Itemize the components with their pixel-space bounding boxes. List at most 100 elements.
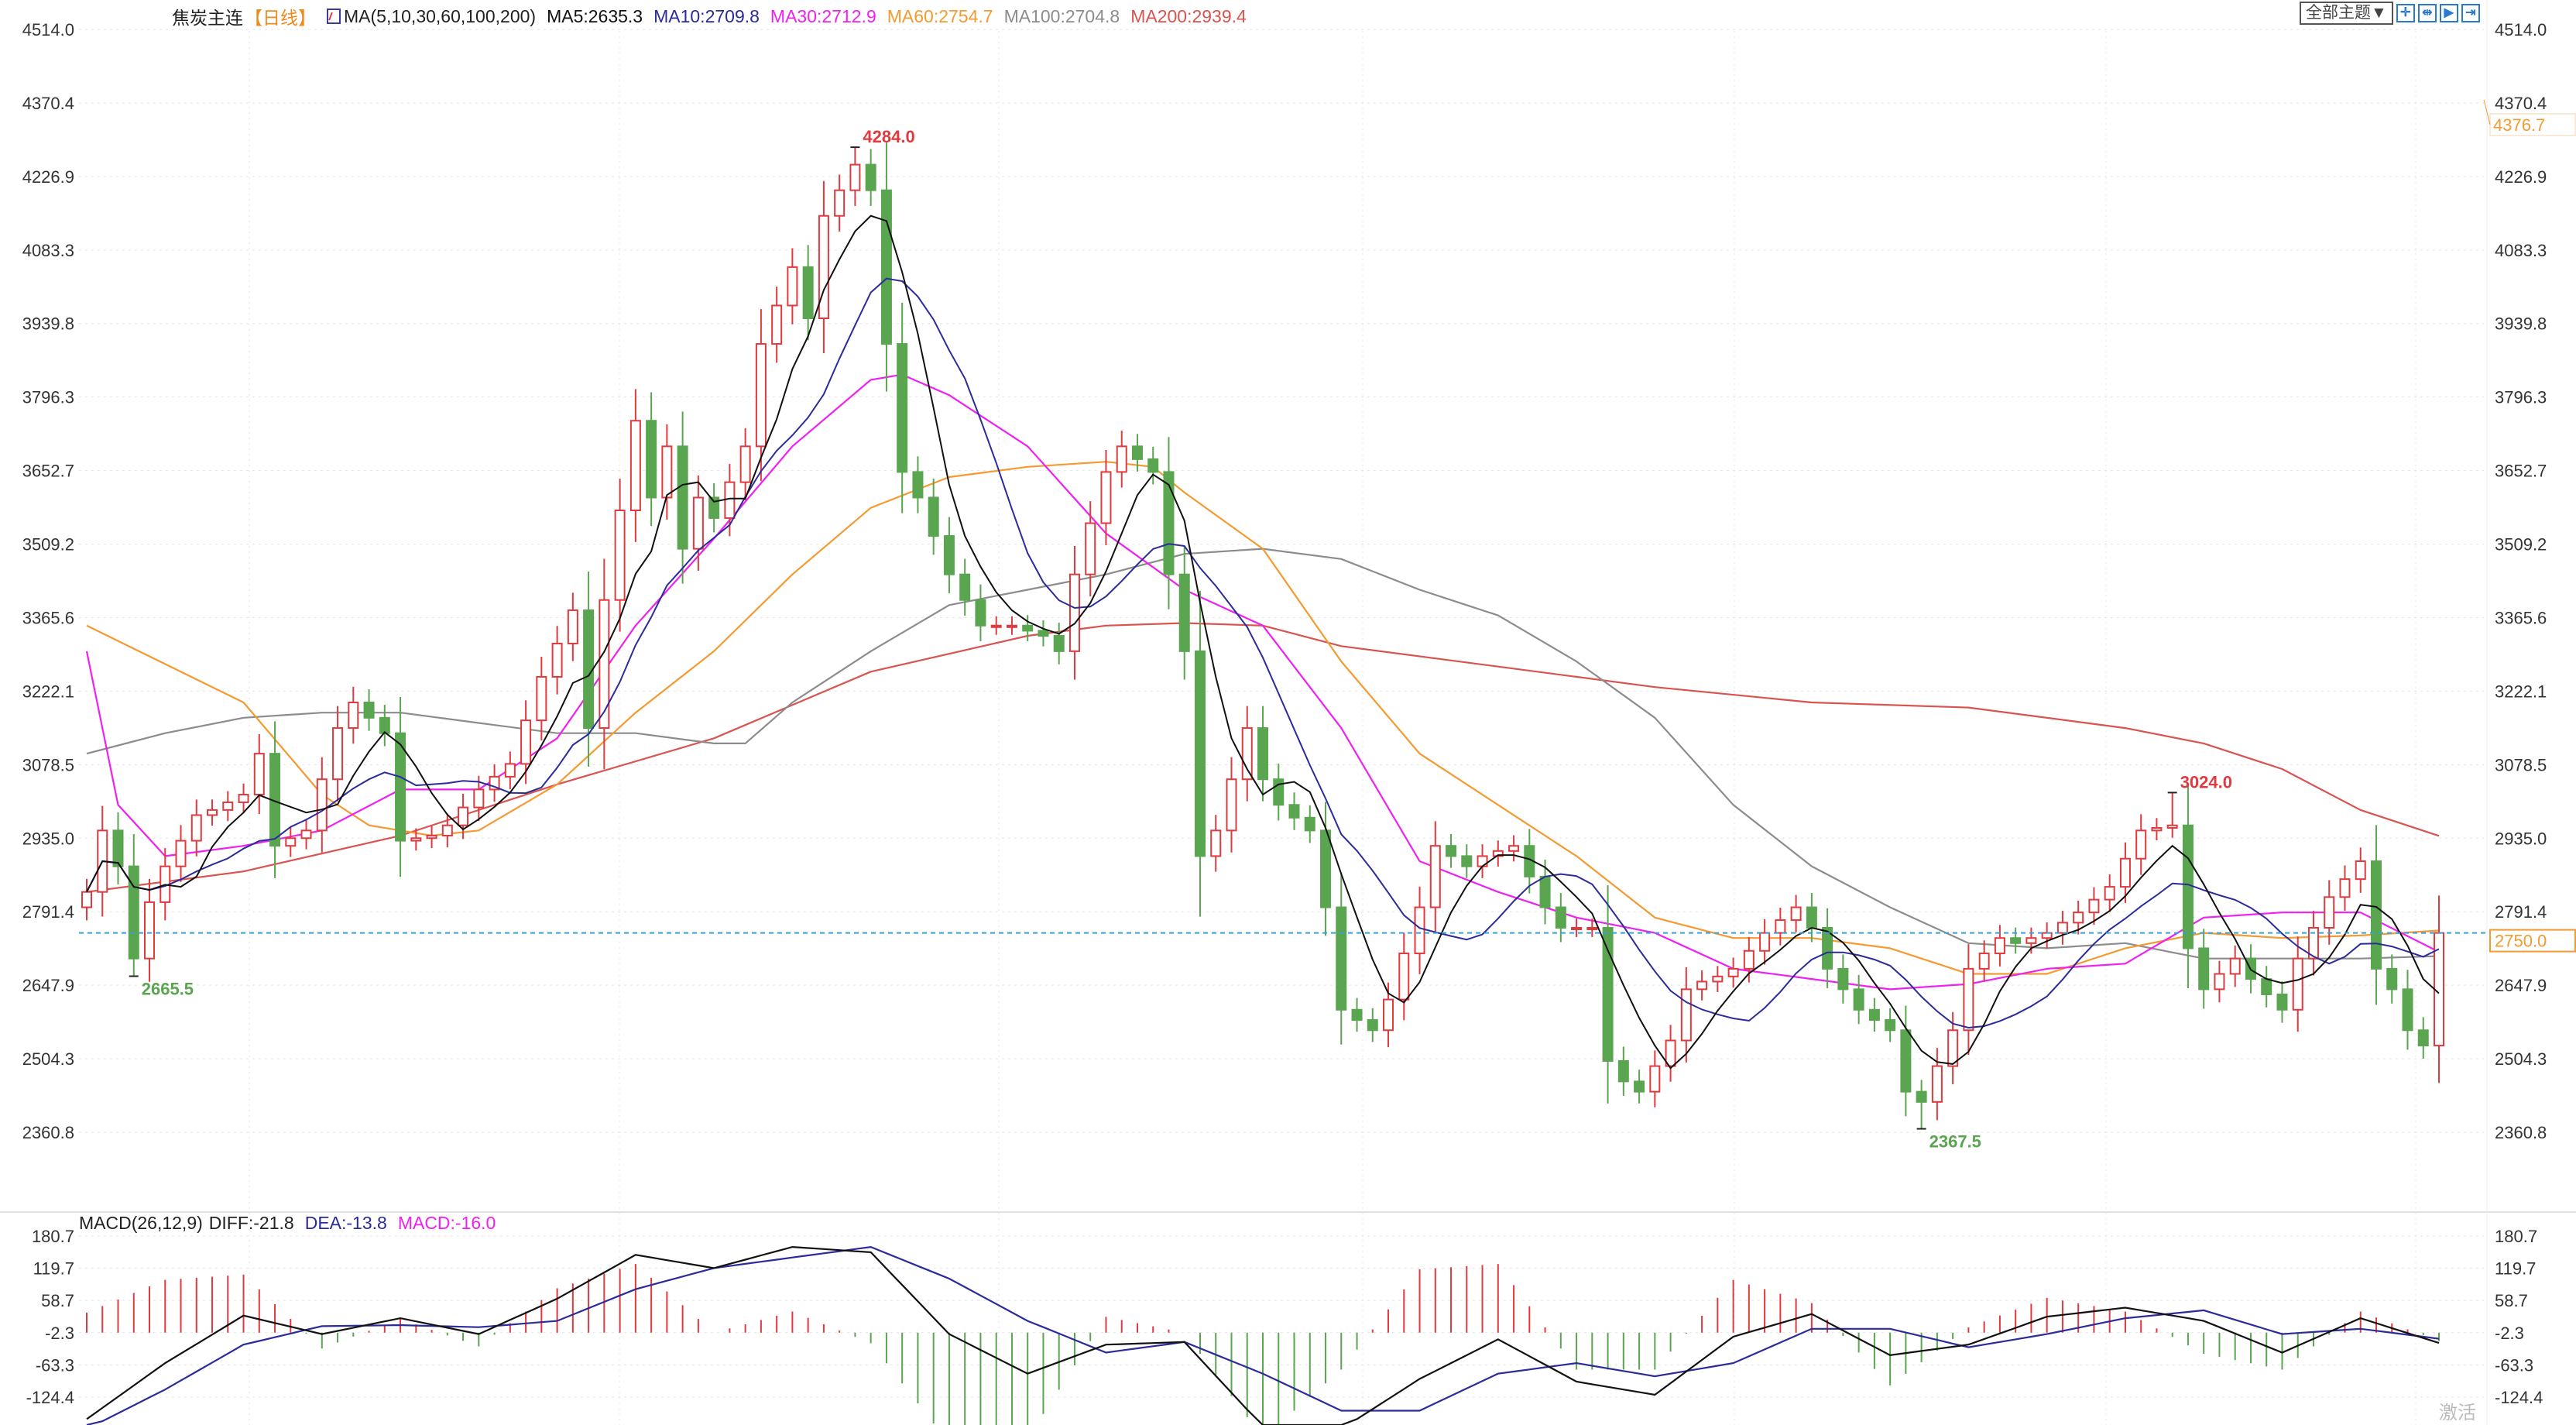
candle-down[interactable]	[1053, 635, 1065, 652]
candle-up[interactable]	[1571, 926, 1583, 930]
candle-down[interactable]	[1194, 650, 1206, 857]
candle-down[interactable]	[1446, 845, 1457, 857]
candle-down[interactable]	[2386, 967, 2398, 991]
candle-down[interactable]	[1837, 967, 1849, 991]
candle-up[interactable]	[1100, 471, 1112, 524]
candle-up[interactable]	[81, 891, 92, 908]
ma-indicator-icon[interactable]	[327, 9, 341, 24]
candle-up[interactable]	[1931, 1065, 1943, 1103]
candle-up[interactable]	[1210, 829, 1222, 857]
candle-up[interactable]	[1383, 998, 1394, 1032]
candle-up[interactable]	[692, 496, 704, 550]
candle-down[interactable]	[1822, 926, 1833, 970]
candle-up[interactable]	[614, 509, 626, 601]
candle-up[interactable]	[1226, 778, 1237, 832]
candle-up[interactable]	[1775, 919, 1786, 934]
candle-up[interactable]	[190, 814, 202, 842]
candle-down[interactable]	[865, 163, 876, 191]
candle-up[interactable]	[1665, 1039, 1676, 1067]
candle-down[interactable]	[1461, 855, 1473, 867]
candle-down[interactable]	[1336, 906, 1347, 1011]
candle-up[interactable]	[2307, 926, 2319, 960]
candle-down[interactable]	[646, 420, 657, 499]
candle-down[interactable]	[2370, 860, 2382, 970]
candle-up[interactable]	[1712, 975, 1724, 983]
candle-up[interactable]	[990, 624, 1002, 628]
candle-up[interactable]	[629, 420, 641, 511]
candle-up[interactable]	[1743, 949, 1754, 970]
candle-up[interactable]	[1398, 953, 1410, 1001]
candle-up[interactable]	[1006, 624, 1017, 628]
candle-up[interactable]	[144, 901, 156, 960]
candle-up[interactable]	[1241, 727, 1253, 781]
candle-up[interactable]	[1085, 522, 1096, 575]
candle-up[interactable]	[599, 599, 610, 730]
candle-up[interactable]	[1790, 906, 1802, 922]
candle-up[interactable]	[300, 829, 312, 840]
candle-down[interactable]	[1163, 471, 1175, 575]
candle-down[interactable]	[1320, 829, 1332, 908]
candle-up[interactable]	[2166, 824, 2178, 829]
candle-up[interactable]	[316, 778, 328, 832]
candle-up[interactable]	[207, 809, 218, 816]
candle-up[interactable]	[504, 763, 516, 778]
go-latest-icon[interactable]: ⇥	[2461, 4, 2480, 22]
candle-down[interactable]	[379, 716, 390, 734]
candle-down[interactable]	[928, 496, 939, 537]
candle-up[interactable]	[2025, 937, 2037, 944]
candle-up[interactable]	[348, 702, 359, 730]
candle-up[interactable]	[2073, 912, 2084, 924]
candle-up[interactable]	[536, 675, 547, 722]
candle-down[interactable]	[1885, 1019, 1896, 1032]
candle-up[interactable]	[1759, 932, 1771, 952]
candle-down[interactable]	[1022, 624, 1034, 632]
candle-up[interactable]	[1649, 1065, 1661, 1093]
candle-up[interactable]	[834, 189, 846, 217]
candle-up[interactable]	[2119, 857, 2131, 888]
candle-up[interactable]	[473, 788, 485, 809]
candle-down[interactable]	[395, 732, 406, 842]
candle-up[interactable]	[2088, 898, 2100, 914]
candle-up[interactable]	[458, 806, 469, 826]
candle-down[interactable]	[112, 829, 124, 867]
candle-up[interactable]	[253, 753, 265, 796]
candle-down[interactable]	[1178, 573, 1190, 652]
candle-down[interactable]	[1602, 926, 1614, 1062]
candle-up[interactable]	[724, 481, 736, 519]
candle-up[interactable]	[818, 215, 829, 319]
candle-up[interactable]	[441, 824, 453, 836]
candle-down[interactable]	[1257, 727, 1268, 781]
play-icon[interactable]: ▶	[2439, 4, 2458, 22]
candle-up[interactable]	[551, 642, 563, 678]
candle-up[interactable]	[849, 163, 861, 191]
candle-down[interactable]	[1038, 630, 1049, 637]
candle-up[interactable]	[1429, 845, 1441, 908]
candle-up[interactable]	[1994, 937, 2005, 955]
candle-down[interactable]	[1304, 816, 1315, 832]
candle-down[interactable]	[1868, 1008, 1880, 1022]
candle-down[interactable]	[2276, 993, 2288, 1011]
candle-up[interactable]	[1696, 980, 1708, 991]
candle-up[interactable]	[787, 266, 798, 307]
candle-down[interactable]	[959, 573, 971, 601]
zoom-range-icon[interactable]: ⇹	[2417, 4, 2437, 22]
candle-up[interactable]	[285, 837, 297, 847]
candle-up[interactable]	[1508, 845, 1520, 852]
candle-down[interactable]	[912, 471, 924, 499]
candle-up[interactable]	[739, 445, 751, 483]
candle-down[interactable]	[677, 445, 688, 550]
candle-down[interactable]	[1916, 1090, 1927, 1103]
candle-down[interactable]	[363, 702, 375, 719]
crosshair-icon[interactable]: ✛	[2396, 4, 2415, 22]
candle-up[interactable]	[2339, 878, 2351, 898]
candle-down[interactable]	[1806, 906, 1817, 929]
candle-up[interactable]	[1947, 1029, 1959, 1067]
candle-down[interactable]	[2402, 988, 2413, 1032]
candle-up[interactable]	[222, 801, 234, 811]
candle-up[interactable]	[2355, 860, 2366, 881]
candle-down[interactable]	[2182, 824, 2194, 949]
candle-down[interactable]	[897, 343, 908, 473]
candle-up[interactable]	[2214, 973, 2225, 991]
candle-down[interactable]	[1555, 906, 1566, 929]
